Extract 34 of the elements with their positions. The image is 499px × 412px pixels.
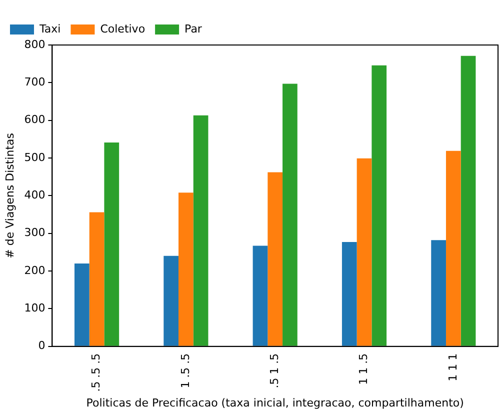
- bar: [282, 84, 298, 346]
- bar: [252, 246, 268, 346]
- bar: [74, 263, 90, 346]
- y-tick-label: 200: [24, 264, 46, 277]
- y-tick-label: 400: [24, 188, 46, 202]
- legend-label: Coletivo: [100, 22, 146, 36]
- legend-label: Par: [184, 22, 202, 36]
- y-tick-label: 700: [24, 76, 46, 89]
- bar: [89, 212, 104, 346]
- y-tick-label: 500: [24, 150, 46, 164]
- y-tick-label: 100: [24, 302, 46, 315]
- x-tick-label: 1 1 .5: [357, 353, 370, 385]
- x-tick-label: 1 .5 .5: [178, 353, 192, 388]
- bar: [431, 240, 446, 346]
- y-tick-label: 0: [38, 339, 46, 352]
- x-tick-label: .5 .5 .5: [90, 353, 103, 392]
- y-tick-label: 800: [24, 38, 46, 51]
- bar: [446, 150, 461, 346]
- bar: [342, 242, 357, 346]
- x-tick-label: 1 1 1: [446, 353, 460, 382]
- legend-label: Taxi: [38, 22, 61, 36]
- x-tick-label: .5 1 .5: [268, 353, 281, 388]
- bar: [104, 142, 120, 346]
- bar: [268, 172, 283, 346]
- y-tick-label: 600: [24, 113, 46, 126]
- x-axis-title: Politicas de Precificacao (taxa inicial, integracao, compartilhamento): [86, 396, 464, 410]
- bar: [372, 65, 387, 346]
- bar: [356, 158, 372, 346]
- bar: [193, 115, 208, 346]
- bar: [460, 56, 476, 346]
- y-tick-label: 300: [24, 226, 46, 240]
- bar: [164, 256, 179, 346]
- bar: [178, 192, 194, 346]
- y-axis-title: # de Viagens Distintas: [3, 132, 16, 258]
